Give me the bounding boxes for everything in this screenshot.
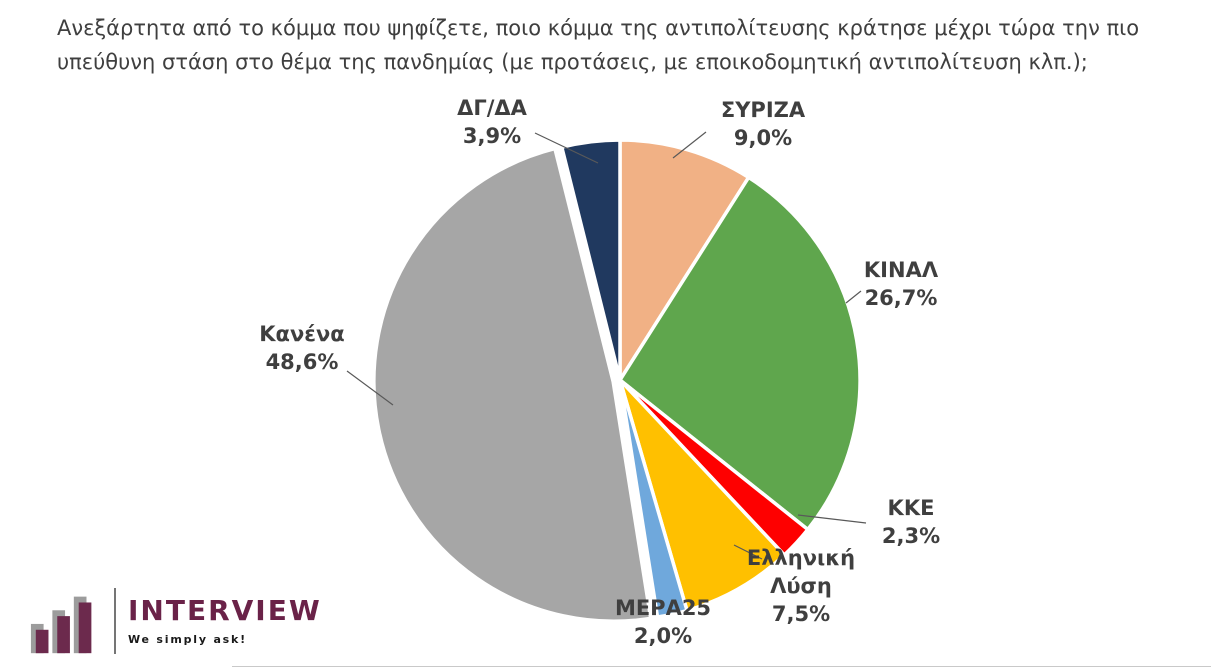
interview-logo: INTERVIEW We simply ask! bbox=[28, 584, 322, 658]
logo-divider bbox=[114, 588, 116, 654]
chart-title-line2: υπεύθυνη στάση στο θέμα της πανδημίας (μ… bbox=[57, 50, 1088, 74]
leader-line-3 bbox=[797, 514, 867, 524]
leader-line-2 bbox=[845, 290, 862, 304]
logo-bars-icon bbox=[30, 596, 92, 654]
logo-tagline: We simply ask! bbox=[128, 632, 247, 646]
slice-label-syriza-percent: 9,0% bbox=[733, 125, 793, 150]
pie-slice-6 bbox=[372, 146, 653, 623]
slice-label-elliniki-lysi-name: Ελληνική Λύση bbox=[746, 546, 856, 598]
chart-title: Ανεξάρτητα από το κόμμα που ψηφίζετε, πο… bbox=[57, 11, 1139, 79]
pie-slice-1 bbox=[618, 138, 751, 382]
pie-slice-4 bbox=[618, 378, 787, 613]
pie-slice-2 bbox=[618, 175, 862, 532]
logo-text: INTERVIEW We simply ask! bbox=[128, 594, 322, 646]
slice-label-kke-percent: 2,3% bbox=[881, 523, 941, 548]
pie-slice-5 bbox=[618, 378, 689, 619]
slice-label-kanena-name: Κανένα bbox=[259, 322, 345, 346]
leader-line-6 bbox=[346, 370, 394, 406]
slice-label-kinal-name: ΚΙΝΑΛ bbox=[863, 258, 939, 282]
leader-line-4 bbox=[733, 544, 763, 560]
slice-label-kinal-percent: 26,7% bbox=[864, 285, 938, 310]
slice-label-kinal: ΚΙΝΑΛ 26,7% bbox=[864, 257, 938, 313]
slice-label-kke: ΚΚΕ 2,3% bbox=[882, 495, 940, 551]
slice-label-mera25-percent: 2,0% bbox=[633, 623, 693, 648]
leader-line-1 bbox=[672, 131, 707, 159]
slice-label-kke-name: ΚΚΕ bbox=[887, 496, 935, 520]
slice-label-kanena-percent: 48,6% bbox=[265, 349, 339, 374]
slice-label-syriza: ΣΥΡΙΖΑ 9,0% bbox=[721, 97, 805, 153]
chart-title-line1: Ανεξάρτητα από το κόμμα που ψηφίζετε, πο… bbox=[57, 16, 1140, 40]
slice-label-dgda-name: ΔΓ/ΔΑ bbox=[457, 96, 527, 120]
slice-label-elliniki-lysi: Ελληνική Λύση 7,5% bbox=[736, 545, 866, 629]
slice-label-elliniki-lysi-percent: 7,5% bbox=[771, 601, 831, 626]
leader-line-7 bbox=[534, 132, 599, 164]
slice-label-syriza-name: ΣΥΡΙΖΑ bbox=[720, 98, 806, 122]
slice-label-mera25-name: ΜΕΡΑ25 bbox=[614, 596, 712, 620]
slice-label-mera25: ΜΕΡΑ25 2,0% bbox=[615, 595, 711, 651]
logo-name: INTERVIEW bbox=[128, 594, 322, 628]
slice-label-dgda: ΔΓ/ΔΑ 3,9% bbox=[457, 95, 527, 151]
slice-label-kanena: Κανένα 48,6% bbox=[259, 321, 344, 377]
footer-divider-line bbox=[232, 666, 1211, 667]
pie-slice-7 bbox=[560, 138, 622, 382]
slice-label-dgda-percent: 3,9% bbox=[462, 123, 522, 148]
